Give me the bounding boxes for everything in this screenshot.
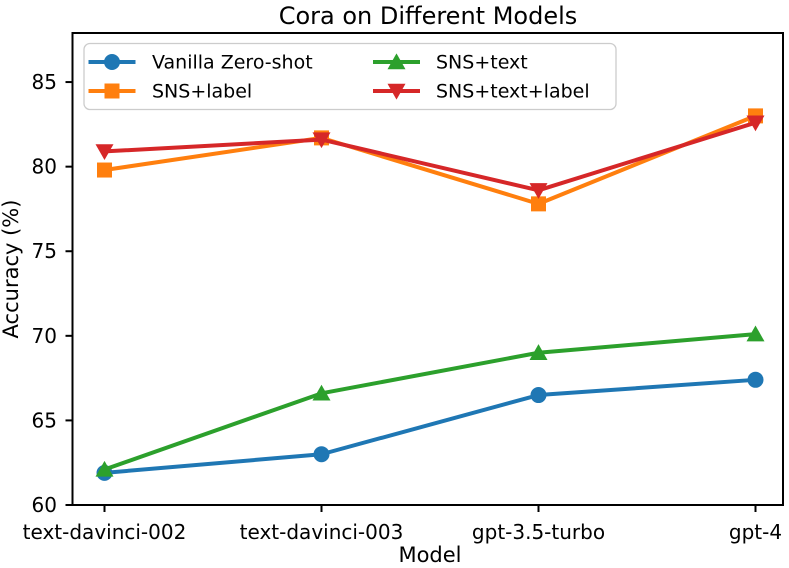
series-sns-label	[97, 108, 763, 212]
legend-label: SNS+label	[152, 81, 252, 103]
x-tick-label-gpt-3-5-turbo: gpt-3.5-turbo	[472, 520, 605, 544]
series-sns-text	[95, 325, 765, 477]
legend-item-vanilla-zero-shot: Vanilla Zero-shot	[88, 52, 313, 74]
plot-frame	[71, 32, 784, 506]
legend: Vanilla Zero-shot SNS+label SNS+text SNS+te…	[83, 42, 617, 111]
legend-item-sns-text: SNS+text	[373, 52, 528, 74]
legend-label: Vanilla Zero-shot	[152, 52, 313, 74]
data-point-marker	[746, 325, 765, 342]
y-axis: 60 65 70 75 80 85	[32, 70, 73, 517]
data-point-marker	[746, 115, 765, 132]
x-tick-label-gpt-4: gpt-4	[729, 520, 782, 544]
legend-label: SNS+text	[436, 52, 528, 74]
series-vanilla-zero-shot	[96, 371, 764, 481]
data-point-marker	[387, 83, 406, 100]
legend-label: SNS+text+label	[436, 81, 590, 103]
x-tick-label-text-davinci-003: text-davinci-003	[240, 520, 404, 544]
data-point-marker	[529, 344, 548, 360]
y-tick-label: 85	[32, 70, 57, 94]
legend-item-sns-text-label: SNS+text+label	[373, 81, 590, 103]
data-point-marker	[95, 460, 114, 477]
data-point-marker	[313, 446, 330, 463]
chart-title: Cora on Different Models	[278, 2, 578, 30]
data-point-marker	[95, 144, 114, 161]
y-tick-label: 65	[32, 408, 57, 432]
y-tick-label: 80	[32, 155, 57, 179]
series-line	[104, 114, 757, 206]
data-point-marker	[312, 384, 331, 401]
series-line	[103, 332, 756, 472]
data-point-marker	[747, 371, 764, 388]
data-point-marker	[530, 387, 547, 404]
data-point-marker	[531, 196, 546, 212]
legend-item-sns-label: SNS+label	[88, 81, 252, 103]
data-point-marker	[387, 53, 406, 70]
y-tick-label: 60	[32, 493, 57, 517]
data-point-marker	[312, 132, 331, 149]
y-tick-label: 70	[32, 324, 57, 348]
series-line	[104, 377, 756, 475]
legend-box	[83, 42, 617, 111]
x-tick-label-text-davinci-002: text-davinci-002	[23, 520, 187, 544]
data-point-marker	[97, 162, 112, 178]
data-point-marker	[104, 83, 120, 99]
series-line	[104, 120, 757, 193]
series-sns-text-label	[95, 115, 765, 199]
data-point-marker	[104, 54, 120, 70]
x-axis-label: Model	[398, 543, 462, 567]
y-tick-label: 75	[32, 239, 57, 263]
data-point-marker	[529, 183, 548, 199]
x-axis: text-davinci-002 text-davinci-003 gpt-3.5-…	[23, 505, 782, 544]
